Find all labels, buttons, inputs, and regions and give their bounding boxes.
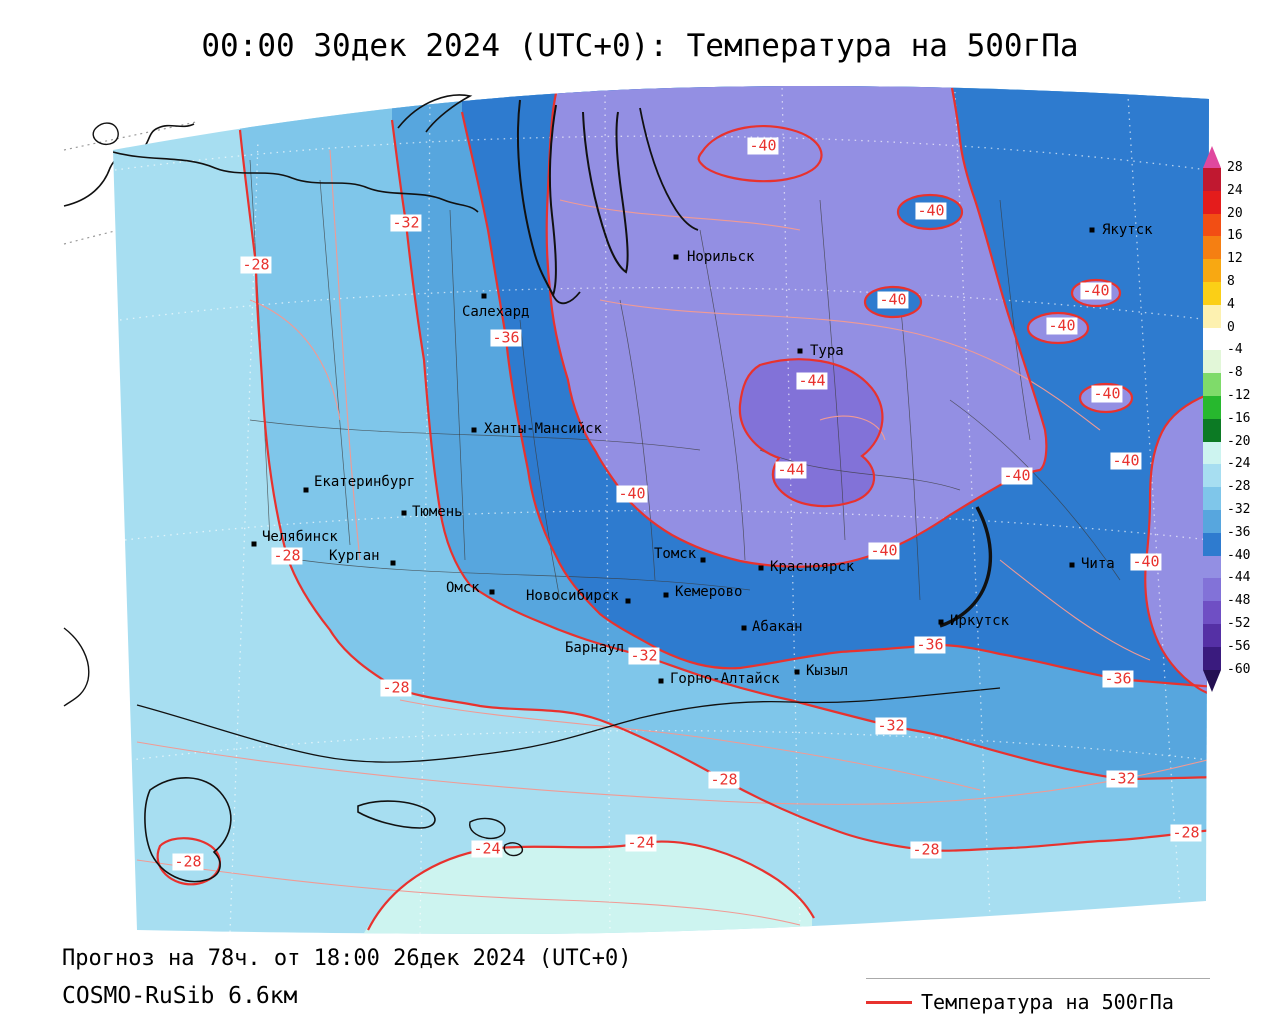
colorbar-cell [1203, 304, 1221, 328]
colorbar-tick-label: -60 [1227, 661, 1251, 677]
colorbar-tick-label: 20 [1227, 205, 1243, 221]
colorbar-tick-label: -4 [1227, 342, 1243, 358]
colorbar-cell [1203, 395, 1221, 419]
colorbar-cell [1203, 327, 1221, 351]
colorbar-tick-label: -32 [1227, 502, 1251, 517]
colorbar-tick-label: -28 [1227, 479, 1251, 495]
colorbar-cells [1203, 168, 1221, 670]
colorbar-tick-label: -36 [1227, 524, 1251, 540]
legend: Температура на 500гПа [866, 978, 1210, 1014]
colorbar-tick-label: 0 [1227, 319, 1235, 335]
legend-label: Температура на 500гПа [921, 990, 1174, 1014]
colorbar-cell [1203, 578, 1221, 602]
colorbar-tick-label: -48 [1227, 593, 1251, 609]
colorbar-tick-label: -20 [1227, 433, 1251, 449]
colorbar-tick-label: -12 [1227, 388, 1251, 403]
temperature-fill-layer [113, 85, 1209, 935]
forecast-info: Прогноз на 78ч. от 18:00 26дек 2024 (UTC… [62, 946, 632, 971]
temperature-colorbar: 28 24 20 16 12 8 4 0 -4 -8 -12 -16 -20 -24 -28 -32 -36 -4… [1203, 146, 1273, 692]
colorbar-cell [1203, 213, 1221, 237]
colorbar-cell [1203, 555, 1221, 579]
colorbar-cell [1203, 487, 1221, 510]
colorbar-cell [1203, 646, 1221, 670]
colorbar-cell [1203, 509, 1221, 533]
colorbar-tick-label: -52 [1227, 616, 1251, 631]
colorbar-cell [1203, 623, 1221, 647]
colorbar-cell [1203, 418, 1221, 442]
colorbar-tick-label: -40 [1227, 547, 1251, 563]
colorbar-tick-label: -24 [1227, 456, 1251, 472]
colorbar-tick-label: -16 [1227, 410, 1251, 426]
colorbar-cell [1203, 601, 1221, 624]
model-info: COSMO-RuSib 6.6км [62, 983, 298, 1009]
island-coastline [397, 94, 473, 133]
colorbar-tick-label: 4 [1227, 296, 1235, 312]
colorbar-cell [1203, 259, 1221, 282]
coastline-layer [113, 99, 1001, 883]
colorbar-cell [1203, 373, 1221, 396]
minor-contour-layer [136, 149, 1208, 926]
colorbar-cell [1203, 281, 1221, 305]
colorbar-ticks: 28 24 20 16 12 8 4 0 -4 -8 -12 -16 -20 -24 -28 -32 -36 -4… [1227, 161, 1271, 677]
colorbar-cell [1203, 350, 1221, 374]
colorbar-tick-label: 28 [1227, 160, 1243, 175]
colorbar-cell [1203, 236, 1221, 260]
colorbar-arrow-down [1203, 669, 1221, 692]
colorbar-tick-label: -56 [1227, 638, 1251, 654]
colorbar-cell [1203, 464, 1221, 488]
legend-line-sample [866, 1000, 912, 1004]
colorbar-cell [1203, 190, 1221, 214]
colorbar-tick-label: 8 [1227, 274, 1235, 289]
colorbar-arrow-up [1203, 146, 1221, 168]
colorbar-tick-label: -8 [1227, 365, 1243, 381]
colorbar-tick-label: -44 [1227, 570, 1251, 586]
colorbar-cell [1203, 532, 1221, 556]
page-title: 00:00 30дек 2024 (UTC+0): Температура на… [201, 28, 1079, 64]
colorbar-tick-label: 16 [1227, 228, 1243, 244]
colorbar-cell [1203, 168, 1221, 191]
colorbar-tick-label: 24 [1227, 182, 1243, 198]
colorbar-cell [1203, 441, 1221, 465]
colorbar-tick-label: 12 [1227, 251, 1243, 267]
